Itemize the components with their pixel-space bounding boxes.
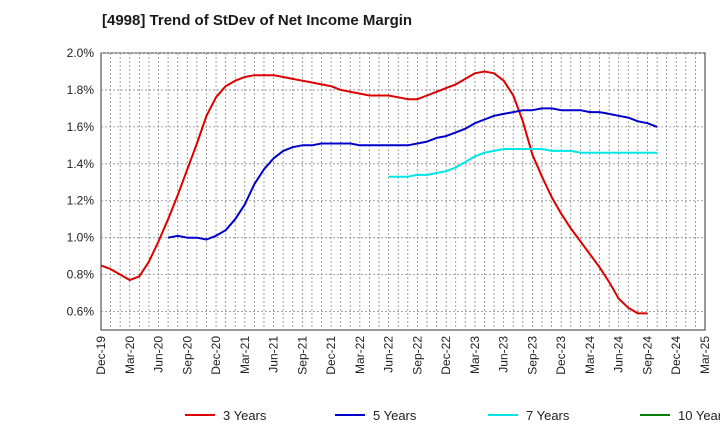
legend-label-3-years: 3 Years — [223, 408, 267, 423]
legend: 3 Years 5 Years 7 Years 10 Years — [185, 408, 720, 423]
x-tick-label: Mar-20 — [123, 336, 137, 374]
x-tick-label: Mar-23 — [468, 336, 482, 374]
x-tick-label: Mar-25 — [698, 336, 712, 374]
legend-label-7-years: 7 Years — [526, 408, 570, 423]
x-tick-label: Jun-20 — [152, 336, 166, 373]
y-tick-label: 1.2% — [67, 194, 95, 208]
x-tick-label: Sep-20 — [180, 336, 194, 375]
x-tick-label: Dec-21 — [324, 336, 338, 375]
x-tick-label: Sep-23 — [525, 336, 539, 375]
x-tick-label: Jun-21 — [267, 336, 281, 373]
series-lines — [100, 70, 658, 315]
legend-label-5-years: 5 Years — [373, 408, 417, 423]
x-tick-label: Dec-24 — [669, 336, 683, 375]
x-tick-label: Dec-22 — [439, 336, 453, 375]
x-tick-label: Jun-22 — [382, 336, 396, 373]
y-tick-label: 1.6% — [67, 120, 95, 134]
x-tick-label: Jun-23 — [497, 336, 511, 373]
y-axis-ticks: 0.6% 0.8% 1.0% 1.2% 1.4% 1.6% 1.8% 2.0% — [67, 46, 95, 319]
legend-label-10-years: 10 Years — [678, 408, 720, 423]
x-tick-label: Mar-24 — [583, 336, 597, 374]
x-tick-label: Mar-21 — [238, 336, 252, 374]
plot-area — [100, 52, 706, 331]
chart-title: [4998] Trend of StDev of Net Income Marg… — [102, 12, 413, 29]
x-tick-label: Sep-24 — [640, 336, 654, 375]
x-tick-label: Sep-22 — [410, 336, 424, 375]
x-tick-label: Dec-19 — [94, 336, 108, 375]
y-tick-label: 2.0% — [67, 46, 95, 60]
x-tick-label: Dec-23 — [554, 336, 568, 375]
y-tick-label: 1.0% — [67, 231, 95, 245]
x-axis-ticks: Dec-19 Mar-20 Jun-20 Sep-20 Dec-20 Mar-21 Jun-… — [94, 336, 712, 375]
series-line-3-years — [100, 70, 648, 315]
y-tick-label: 1.4% — [67, 157, 95, 171]
x-tick-label: Jun-24 — [612, 336, 626, 373]
x-tick-label: Sep-21 — [295, 336, 309, 375]
series-line-7-years — [388, 148, 658, 178]
series-line-5-years — [167, 107, 658, 241]
x-tick-label: Mar-22 — [353, 336, 367, 374]
y-tick-label: 1.8% — [67, 83, 95, 97]
y-tick-label: 0.6% — [67, 305, 95, 319]
y-tick-label: 0.8% — [67, 268, 95, 282]
x-tick-label: Dec-20 — [209, 336, 223, 375]
